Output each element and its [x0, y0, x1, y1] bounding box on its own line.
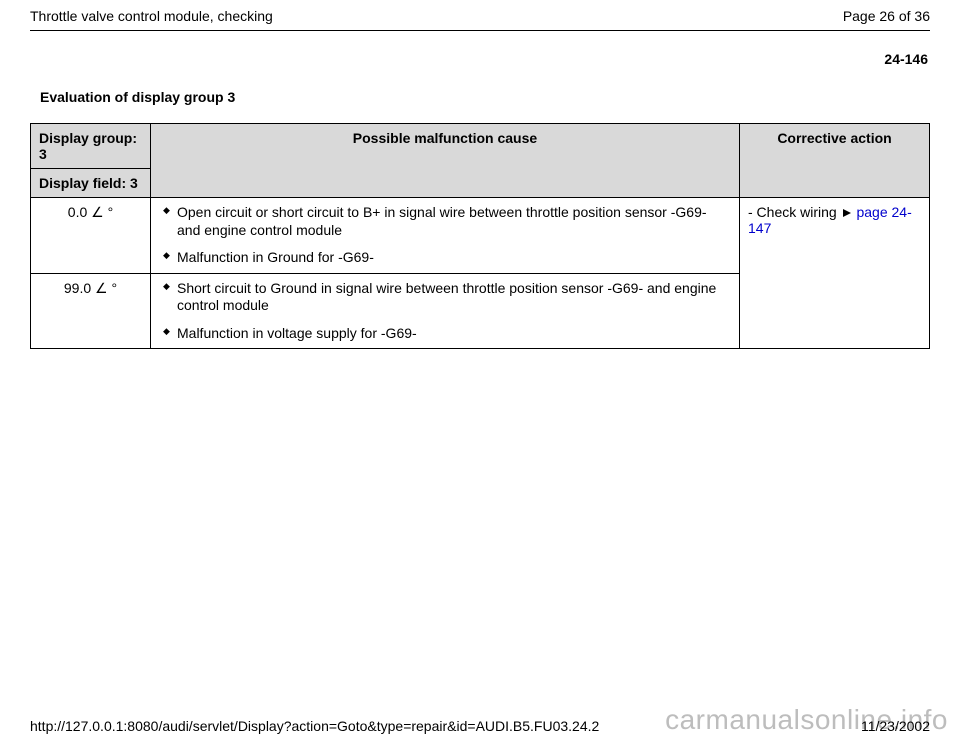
diagnostic-table: Display group: 3 Possible malfunction ca… — [30, 123, 930, 349]
th-display-field: Display field: 3 — [31, 169, 151, 198]
bullet-list: Short circuit to Ground in signal wire b… — [159, 280, 731, 343]
corrective-cell: - Check wiring page 24-147 — [740, 198, 930, 349]
list-item: Open circuit or short circuit to B+ in s… — [163, 204, 731, 249]
bullet-list: Open circuit or short circuit to B+ in s… — [159, 204, 731, 267]
page-footer: http://127.0.0.1:8080/audi/servlet/Displ… — [30, 718, 930, 734]
list-item: Short circuit to Ground in signal wire b… — [163, 280, 731, 325]
page-number: Page 26 of 36 — [843, 8, 930, 24]
arrow-right-icon — [843, 209, 851, 217]
doc-title: Throttle valve control module, checking — [30, 8, 273, 24]
value-suffix: ° — [108, 280, 118, 296]
angle-icon: ∠ — [95, 280, 108, 296]
reference-number: 24-146 — [30, 51, 928, 67]
section-title: Evaluation of display group 3 — [40, 89, 930, 105]
value-suffix: ° — [104, 204, 114, 220]
page-container: Throttle valve control module, checking … — [0, 0, 960, 349]
table-header-row-1: Display group: 3 Possible malfunction ca… — [31, 124, 930, 169]
list-item: Malfunction in voltage supply for -G69- — [163, 325, 731, 343]
angle-icon: ∠ — [91, 204, 104, 220]
page-header: Throttle valve control module, checking … — [30, 8, 930, 24]
th-malfunction: Possible malfunction cause — [151, 124, 740, 198]
malfunction-cell: Open circuit or short circuit to B+ in s… — [151, 198, 740, 274]
value-cell: 0.0 ∠ ° — [31, 198, 151, 274]
th-corrective: Corrective action — [740, 124, 930, 198]
footer-url: http://127.0.0.1:8080/audi/servlet/Displ… — [30, 718, 599, 734]
list-item: Malfunction in Ground for -G69- — [163, 249, 731, 267]
value-cell: 99.0 ∠ ° — [31, 273, 151, 349]
value-prefix: 99.0 — [64, 280, 95, 296]
footer-date: 11/23/2002 — [861, 718, 930, 734]
malfunction-cell: Short circuit to Ground in signal wire b… — [151, 273, 740, 349]
header-rule — [30, 30, 930, 31]
table-row: 0.0 ∠ ° Open circuit or short circuit to… — [31, 198, 930, 274]
value-prefix: 0.0 — [68, 204, 91, 220]
th-display-group: Display group: 3 — [31, 124, 151, 169]
corrective-prefix: - Check wiring — [748, 204, 841, 220]
